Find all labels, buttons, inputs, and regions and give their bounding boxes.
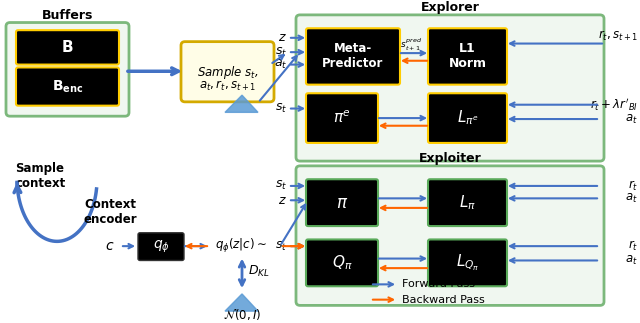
FancyBboxPatch shape	[306, 93, 378, 143]
Text: Sample $s_t$,: Sample $s_t$,	[196, 64, 259, 81]
Text: $q_\phi$: $q_\phi$	[152, 238, 170, 255]
Text: $Q_\pi$: $Q_\pi$	[332, 254, 352, 272]
Text: $a_t$: $a_t$	[625, 192, 638, 205]
Text: Exploiter: Exploiter	[419, 152, 481, 165]
Polygon shape	[225, 95, 258, 112]
Text: $\mathbf{B}$: $\mathbf{B}$	[61, 39, 74, 55]
Text: $q_\phi(z|c) \sim$: $q_\phi(z|c) \sim$	[215, 237, 267, 255]
FancyBboxPatch shape	[428, 239, 507, 286]
Text: $a_t$: $a_t$	[625, 112, 638, 126]
Text: $z$: $z$	[278, 194, 287, 207]
FancyBboxPatch shape	[16, 30, 119, 65]
Text: $s_t$: $s_t$	[275, 179, 287, 193]
Text: $s_t$: $s_t$	[275, 102, 287, 115]
FancyBboxPatch shape	[296, 15, 604, 161]
Text: $s_t$: $s_t$	[275, 46, 287, 59]
Text: Explorer: Explorer	[420, 1, 479, 14]
Text: $D_{KL}$: $D_{KL}$	[248, 265, 269, 279]
Text: Context
encoder: Context encoder	[83, 198, 137, 226]
Text: $a_t$: $a_t$	[625, 254, 638, 267]
Text: $L_{\pi^e}$: $L_{\pi^e}$	[457, 109, 478, 128]
Text: $\mathcal{N}(0, I)$: $\mathcal{N}(0, I)$	[223, 307, 261, 322]
Text: Sample
context: Sample context	[15, 162, 65, 190]
Text: $a_t$: $a_t$	[274, 58, 287, 71]
Text: $L_\pi$: $L_\pi$	[459, 193, 476, 212]
FancyBboxPatch shape	[16, 68, 119, 106]
FancyBboxPatch shape	[428, 28, 507, 85]
Polygon shape	[225, 294, 258, 311]
FancyBboxPatch shape	[306, 239, 378, 286]
Text: $\pi^e$: $\pi^e$	[333, 110, 351, 126]
Text: $s_t$: $s_t$	[275, 240, 287, 253]
Text: $r_t + \lambda r'_{BI}$: $r_t + \lambda r'_{BI}$	[590, 96, 638, 113]
Text: $\mathbf{B_{enc}}$: $\mathbf{B_{enc}}$	[52, 78, 83, 95]
Text: $\pi$: $\pi$	[336, 194, 348, 212]
FancyBboxPatch shape	[181, 42, 274, 102]
Text: $c$: $c$	[106, 239, 115, 253]
Text: Meta-
Predictor: Meta- Predictor	[323, 42, 384, 70]
Text: Forward Pass: Forward Pass	[402, 279, 475, 289]
Text: $r_t^{pred}, s_{t+1}^{pred}$: $r_t^{pred}, s_{t+1}^{pred}$	[378, 36, 422, 53]
Text: L1
Norm: L1 Norm	[449, 42, 486, 70]
Text: Buffers: Buffers	[42, 9, 93, 22]
FancyBboxPatch shape	[306, 179, 378, 226]
Text: $z$: $z$	[278, 31, 287, 44]
FancyBboxPatch shape	[428, 93, 507, 143]
FancyBboxPatch shape	[306, 28, 400, 85]
Text: $r_t$: $r_t$	[628, 179, 638, 193]
FancyBboxPatch shape	[6, 23, 129, 116]
Text: $a_t, r_t, s_{t+1}$: $a_t, r_t, s_{t+1}$	[199, 78, 256, 93]
FancyBboxPatch shape	[428, 179, 507, 226]
Text: $r_t, s_{t+1}$: $r_t, s_{t+1}$	[598, 29, 638, 43]
Text: Backward Pass: Backward Pass	[402, 295, 484, 305]
FancyBboxPatch shape	[138, 233, 184, 260]
Text: $L_{Q_\pi}$: $L_{Q_\pi}$	[456, 253, 479, 273]
Text: $r_t$: $r_t$	[628, 239, 638, 253]
FancyBboxPatch shape	[296, 166, 604, 305]
